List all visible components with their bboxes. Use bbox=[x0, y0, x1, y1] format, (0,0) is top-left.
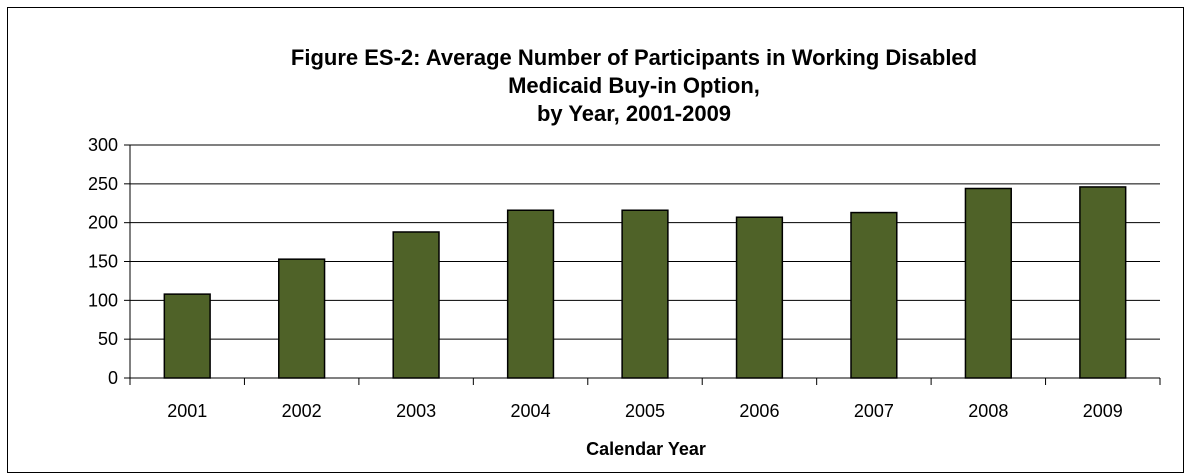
x-tick-label: 2007 bbox=[854, 401, 894, 421]
y-tick-label: 200 bbox=[88, 213, 118, 233]
x-axis-title: Calendar Year bbox=[586, 439, 706, 459]
y-tick-label: 100 bbox=[88, 290, 118, 310]
tick-labels: 0 50 100 150 200 250 300 2001 2002 2003 2004 2005 20… bbox=[88, 135, 1123, 421]
bar-2002 bbox=[278, 258, 326, 379]
bar-2009 bbox=[1079, 186, 1127, 379]
y-tick-label: 50 bbox=[98, 329, 118, 349]
x-tick-label: 2004 bbox=[511, 401, 551, 421]
x-tick-label: 2008 bbox=[968, 401, 1008, 421]
bar-2001 bbox=[163, 293, 211, 379]
chart-title-line-2: Medicaid Buy-in Option, bbox=[508, 73, 760, 98]
x-tick-label: 2006 bbox=[739, 401, 779, 421]
axes bbox=[124, 144, 1161, 385]
x-tick-label: 2009 bbox=[1083, 401, 1123, 421]
bar-2006 bbox=[735, 216, 784, 379]
x-tick-label: 2003 bbox=[396, 401, 436, 421]
x-tick-label: 2001 bbox=[167, 401, 207, 421]
y-tick-label: 150 bbox=[88, 252, 118, 272]
chart-frame bbox=[7, 7, 1184, 473]
bar-2008 bbox=[964, 187, 1012, 379]
bar-2003 bbox=[392, 231, 440, 379]
y-tick-label: 250 bbox=[88, 174, 118, 194]
y-tick-label: 0 bbox=[108, 368, 118, 388]
chart-title: Figure ES-2: Average Number of Participa… bbox=[291, 45, 977, 126]
chart-title-line-1: Figure ES-2: Average Number of Participa… bbox=[291, 45, 977, 70]
bars bbox=[163, 186, 1127, 379]
x-tick-label: 2002 bbox=[282, 401, 322, 421]
x-tick-label: 2005 bbox=[625, 401, 665, 421]
bar-2007 bbox=[850, 211, 898, 379]
y-tick-label: 300 bbox=[88, 135, 118, 155]
bar-2005 bbox=[621, 209, 669, 379]
bar-2004 bbox=[506, 209, 555, 379]
chart-title-line-3: by Year, 2001-2009 bbox=[537, 101, 731, 126]
